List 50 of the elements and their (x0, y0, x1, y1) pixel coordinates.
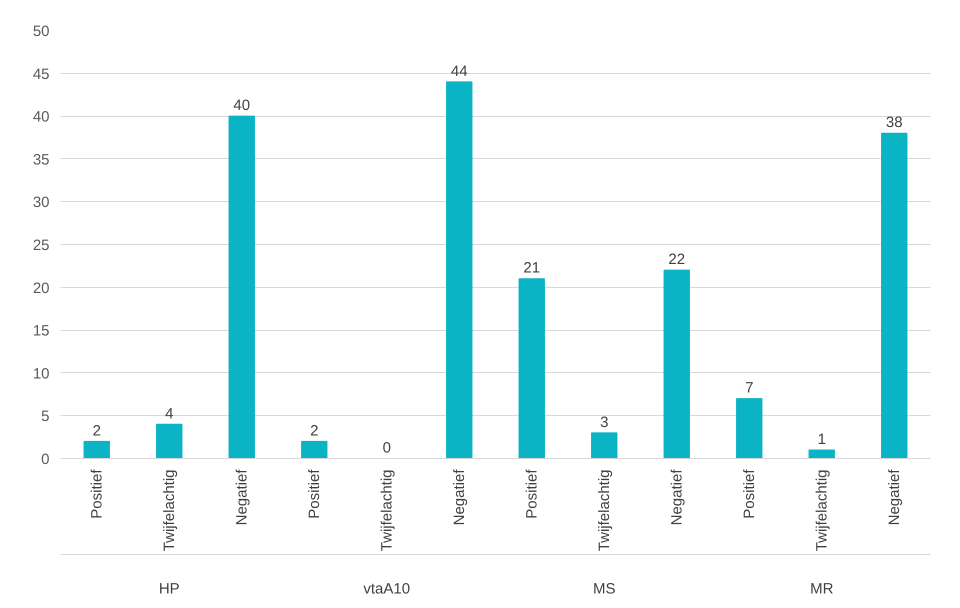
bar (808, 449, 835, 458)
bar (301, 440, 328, 458)
x-tick-label: Positief (740, 468, 758, 519)
data-label: 38 (886, 114, 903, 132)
y-tick-label: 0 (41, 451, 50, 468)
y-tick-label: 45 (32, 66, 50, 83)
data-label: 2 (92, 422, 101, 440)
y-tick-label: 50 (32, 23, 50, 40)
x-tick-label: Positief (306, 468, 323, 519)
bar (881, 132, 908, 458)
data-label: 4 (165, 405, 174, 422)
text: HP (158, 580, 180, 598)
bar (446, 81, 472, 458)
text: MR (810, 580, 834, 598)
data-label: 40 (233, 97, 250, 114)
data-label: 22 (668, 251, 686, 268)
x-tick-label: Positief (523, 468, 540, 519)
y-tick-label: 10 (32, 365, 50, 382)
x-tick-label: Negatief (233, 468, 250, 526)
bar (591, 432, 618, 458)
y-tick-label: 20 (32, 280, 50, 297)
data-label: 21 (523, 260, 540, 277)
x-tick-label: Twijfelachtig (813, 470, 830, 552)
bar (664, 270, 690, 458)
y-tick-label: 5 (41, 408, 50, 426)
data-label: 2 (310, 422, 318, 440)
bar (518, 278, 545, 458)
x-tick-label: Negatief (886, 468, 903, 526)
data-label: 0 (382, 440, 391, 456)
bar (84, 440, 110, 458)
text: MS (593, 580, 616, 598)
x-tick-label: Twijfelachtig (378, 470, 396, 552)
text: vtaA10 (363, 580, 410, 598)
y-tick-label: 30 (32, 194, 50, 212)
x-tick-label: Positief (88, 468, 106, 519)
y-tick-label: 15 (32, 322, 50, 340)
x-tick-label: Negatief (450, 468, 468, 526)
x-tick-label: Twijfelachtig (596, 470, 613, 552)
bar (736, 398, 762, 458)
bar (156, 424, 182, 458)
data-label: 1 (818, 430, 826, 448)
y-tick-label: 25 (32, 237, 50, 254)
x-tick-label: Negatief (668, 468, 686, 526)
y-tick-label: 35 (32, 151, 50, 168)
data-label: 7 (745, 380, 754, 397)
bar (228, 116, 255, 458)
data-label: 3 (600, 414, 608, 431)
data-label: 44 (450, 62, 468, 80)
y-tick-label: 40 (32, 108, 50, 126)
x-tick-label: Twijfelachtig (160, 470, 178, 552)
